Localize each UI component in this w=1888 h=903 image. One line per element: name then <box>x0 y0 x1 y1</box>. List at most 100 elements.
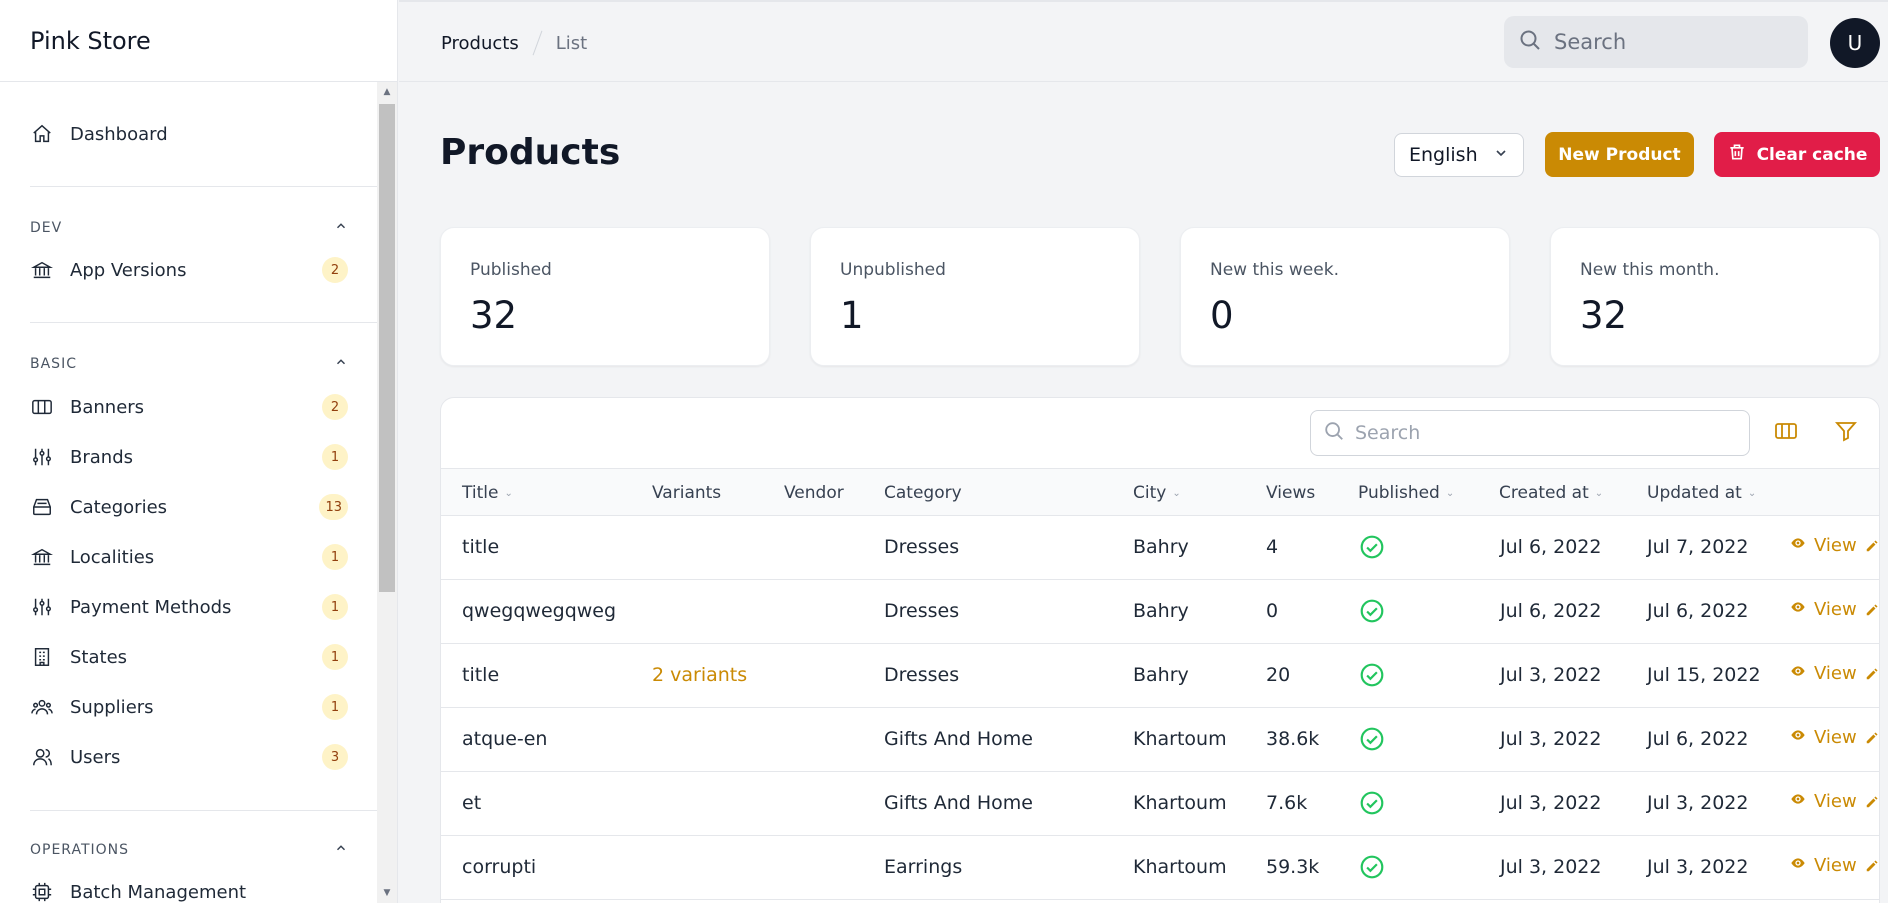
columns-toggle-button[interactable] <box>1771 418 1801 448</box>
view-label: View <box>1814 727 1857 748</box>
view-button[interactable]: View <box>1790 599 1857 620</box>
sidebar-item-brands[interactable]: Brands 1 <box>30 439 348 475</box>
sidebar-item-label: App Versions <box>70 259 187 281</box>
table-search-input[interactable] <box>1355 422 1735 444</box>
chevron-up-icon <box>334 219 348 237</box>
cell-city: Khartoum <box>1133 728 1227 750</box>
table-row[interactable]: qwegqwegqweg Dresses Bahry 0 Jul 6, 2022 Jul … <box>441 580 1879 644</box>
group-header-operations[interactable]: OPERATIONS <box>30 840 348 860</box>
sidebar-item-app-versions[interactable]: App Versions 2 <box>30 252 348 288</box>
cell-title: et <box>462 792 482 814</box>
table-row[interactable]: title Dresses Bahry 4 Jul 6, 2022 Jul 7, 2022… <box>441 516 1879 580</box>
sidebar-item-label: Suppliers <box>70 696 154 718</box>
cell-views: 59.3k <box>1266 856 1320 878</box>
cell-updated-at: Jul 6, 2022 <box>1647 728 1749 750</box>
group-header-basic[interactable]: BASIC <box>30 354 348 374</box>
chevron-down-icon <box>1493 144 1509 166</box>
stat-card-new-month: New this month. 32 <box>1550 227 1880 366</box>
stat-label: Published <box>470 260 552 280</box>
sidebar-item-suppliers[interactable]: Suppliers 1 <box>30 689 348 725</box>
cell-updated-at: Jul 6, 2022 <box>1647 600 1749 622</box>
global-search[interactable] <box>1504 16 1808 68</box>
cell-city: Bahry <box>1133 600 1189 622</box>
col-header-label: Updated at <box>1647 483 1742 503</box>
cell-updated-at: Jul 3, 2022 <box>1647 856 1749 878</box>
eye-icon <box>1790 855 1806 876</box>
col-header-category: Category <box>884 483 962 503</box>
view-button[interactable]: View <box>1790 855 1857 876</box>
sidebar-item-states[interactable]: States 1 <box>30 639 348 675</box>
check-circle-icon <box>1359 790 1385 821</box>
avatar[interactable]: U <box>1830 18 1880 68</box>
sliders-icon <box>30 595 54 619</box>
col-header-updated-at[interactable]: Updated at ⌄ <box>1647 483 1756 503</box>
sidebar-scrollbar[interactable]: ▲ ▼ <box>377 82 397 903</box>
group-header-dev[interactable]: DEV <box>30 218 348 238</box>
table-row[interactable]: et Gifts And Home Khartoum 7.6k Jul 3, 2022 J… <box>441 772 1879 836</box>
stat-card-published: Published 32 <box>440 227 770 366</box>
sidebar-item-users[interactable]: Users 3 <box>30 739 348 775</box>
stat-value: 1 <box>840 294 864 337</box>
sidebar-item-batch-management[interactable]: Batch Management <box>30 874 348 903</box>
cpu-icon <box>30 880 54 903</box>
new-product-button[interactable]: New Product <box>1545 132 1694 177</box>
pencil-icon[interactable] <box>1865 858 1879 877</box>
group-title: BASIC <box>30 356 77 372</box>
cell-variants[interactable]: 2 variants <box>652 664 748 686</box>
col-header-label: Views <box>1266 483 1316 503</box>
col-header-title[interactable]: Title ⌄ <box>462 483 513 503</box>
sliders-icon <box>30 445 54 469</box>
stat-label: Unpublished <box>840 260 946 280</box>
cell-title: qwegqwegqweg <box>462 600 617 622</box>
count-badge: 1 <box>322 594 348 620</box>
sidebar-nav: Dashboard DEV App Versions 2 BASIC Banne… <box>0 82 378 903</box>
stat-label: New this month. <box>1580 260 1720 280</box>
topbar: Products List U <box>399 0 1888 82</box>
sidebar-item-banners[interactable]: Banners 2 <box>30 389 348 425</box>
sidebar-item-categories[interactable]: Categories 13 <box>30 489 348 525</box>
cell-title: corrupti <box>462 856 537 878</box>
stat-card-unpublished: Unpublished 1 <box>810 227 1140 366</box>
brand-name[interactable]: Pink Store <box>0 0 397 82</box>
sidebar-item-localities[interactable]: Localities 1 <box>30 539 348 575</box>
table-row[interactable]: corrupti Earrings Khartoum 59.3k Jul 3, 2022… <box>441 836 1879 900</box>
table-header: Title ⌄ Variants Vendor Category City ⌄ Vi… <box>441 468 1879 516</box>
users-icon <box>30 745 54 769</box>
sidebar-item-dashboard[interactable]: Dashboard <box>30 116 348 152</box>
clear-cache-button[interactable]: Clear cache <box>1714 132 1880 177</box>
pencil-icon[interactable] <box>1865 794 1879 813</box>
table-row[interactable]: atque-en Gifts And Home Khartoum 38.6k Jul 3… <box>441 708 1879 772</box>
view-button[interactable]: View <box>1790 727 1857 748</box>
filter-button[interactable] <box>1831 418 1861 448</box>
col-header-published[interactable]: Published ⌄ <box>1358 483 1454 503</box>
pencil-icon[interactable] <box>1865 538 1879 557</box>
scroll-up-arrow[interactable]: ▲ <box>383 87 391 97</box>
cell-city: Khartoum <box>1133 856 1227 878</box>
bank-icon <box>30 258 54 282</box>
sidebar-item-label: Brands <box>70 446 133 468</box>
eye-icon <box>1790 599 1806 620</box>
sidebar-item-payment-methods[interactable]: Payment Methods 1 <box>30 589 348 625</box>
view-button[interactable]: View <box>1790 663 1857 684</box>
breadcrumb-products[interactable]: Products <box>441 32 519 54</box>
col-header-label: Variants <box>652 483 722 503</box>
scroll-down-arrow[interactable]: ▼ <box>383 888 391 898</box>
cell-created-at: Jul 6, 2022 <box>1500 600 1602 622</box>
count-badge: 13 <box>319 494 348 520</box>
stat-label: New this week. <box>1210 260 1339 280</box>
language-select[interactable]: English <box>1394 133 1524 177</box>
table-row[interactable]: title 2 variants Dresses Bahry 20 Jul 3, 2022… <box>441 644 1879 708</box>
view-button[interactable]: View <box>1790 535 1857 556</box>
col-header-city[interactable]: City ⌄ <box>1133 483 1181 503</box>
col-header-created-at[interactable]: Created at ⌄ <box>1499 483 1603 503</box>
pencil-icon[interactable] <box>1865 730 1879 749</box>
pencil-icon[interactable] <box>1865 666 1879 685</box>
global-search-input[interactable] <box>1554 30 1784 54</box>
view-button[interactable]: View <box>1790 791 1857 812</box>
group-title: DEV <box>30 220 63 236</box>
table-search[interactable] <box>1310 410 1750 456</box>
group-title: OPERATIONS <box>30 842 130 858</box>
scrollbar-thumb[interactable] <box>379 104 395 592</box>
view-label: View <box>1814 535 1857 556</box>
pencil-icon[interactable] <box>1865 602 1879 621</box>
